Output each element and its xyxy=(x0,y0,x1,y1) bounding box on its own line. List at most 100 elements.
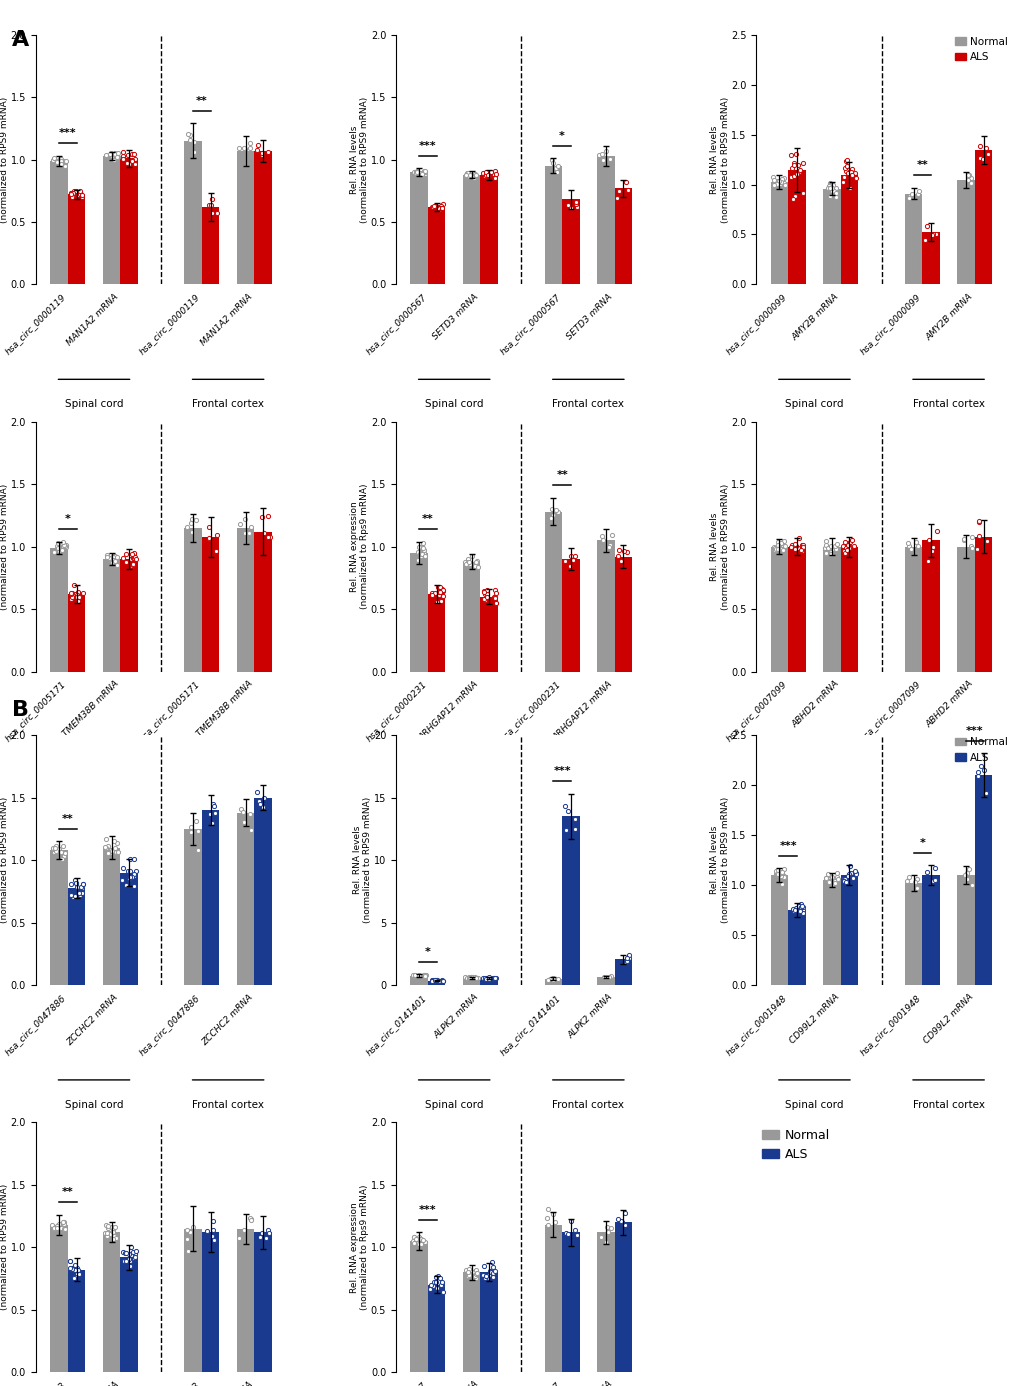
Point xyxy=(480,164,496,186)
Point xyxy=(823,179,840,201)
Point xyxy=(433,195,449,218)
Text: Frontal cortex: Frontal cortex xyxy=(192,1100,264,1110)
Point xyxy=(462,165,478,187)
Point xyxy=(427,969,443,991)
Point xyxy=(478,1265,494,1288)
Point xyxy=(49,1217,65,1239)
Point xyxy=(485,164,501,186)
Point xyxy=(105,1221,121,1243)
Point xyxy=(254,796,270,818)
Point xyxy=(621,947,637,969)
Point xyxy=(469,550,485,572)
Point xyxy=(109,147,125,169)
Point xyxy=(468,552,484,574)
Point xyxy=(415,1229,431,1252)
Point xyxy=(114,147,130,169)
Point xyxy=(567,818,583,840)
Point xyxy=(411,536,427,559)
Point xyxy=(970,525,986,547)
Legend: Normal, ALS: Normal, ALS xyxy=(761,1128,829,1161)
Legend: Normal, ALS: Normal, ALS xyxy=(955,737,1007,762)
Point xyxy=(594,528,610,550)
Point xyxy=(765,169,782,191)
Point xyxy=(65,184,82,207)
Bar xyxy=(236,528,254,672)
Bar xyxy=(67,194,86,284)
Point xyxy=(786,152,802,175)
Text: *: * xyxy=(65,514,70,524)
Point xyxy=(559,800,576,822)
Point xyxy=(413,545,429,567)
Bar xyxy=(822,188,840,284)
Point xyxy=(202,802,218,825)
Point xyxy=(461,165,477,187)
Point xyxy=(835,868,851,890)
Point xyxy=(122,150,139,172)
Point xyxy=(182,129,199,151)
Point xyxy=(795,536,811,559)
Point xyxy=(464,545,480,567)
Point xyxy=(415,963,431,985)
Text: ***: *** xyxy=(779,841,796,851)
Point xyxy=(408,1228,424,1250)
Point xyxy=(98,1214,114,1236)
Point xyxy=(476,1267,492,1289)
Point xyxy=(45,837,61,859)
Point xyxy=(120,868,137,890)
Point xyxy=(847,862,863,884)
Point xyxy=(51,839,67,861)
Point xyxy=(467,164,483,186)
Point xyxy=(775,865,792,887)
Point xyxy=(487,166,503,188)
Point xyxy=(72,183,89,205)
Bar xyxy=(596,1232,614,1372)
Point xyxy=(478,161,494,183)
Point xyxy=(105,547,121,570)
Point xyxy=(485,967,501,990)
Point xyxy=(46,1218,62,1240)
Point xyxy=(236,523,253,545)
Y-axis label: Rel. RNA levels
(normalized to RPS9 mRNA): Rel. RNA levels (normalized to RPS9 mRNA… xyxy=(353,797,372,923)
Point xyxy=(244,819,260,841)
Point xyxy=(840,863,856,886)
Point xyxy=(783,157,799,179)
Point xyxy=(63,588,79,610)
Point xyxy=(619,947,635,969)
Point xyxy=(835,868,851,890)
Bar xyxy=(202,811,219,985)
Point xyxy=(187,510,204,532)
Point xyxy=(46,147,62,169)
Point xyxy=(835,170,851,193)
Point xyxy=(416,965,432,987)
Point xyxy=(916,229,932,251)
Point xyxy=(74,873,91,895)
Point xyxy=(124,553,141,575)
Point xyxy=(773,862,790,884)
Point xyxy=(105,546,121,568)
Point xyxy=(99,1217,115,1239)
Point xyxy=(785,165,801,187)
Point xyxy=(117,1242,133,1264)
Point xyxy=(415,542,431,564)
Point xyxy=(417,1231,433,1253)
Point xyxy=(72,884,89,906)
Point xyxy=(786,154,802,176)
Point xyxy=(775,535,792,557)
Point xyxy=(826,182,843,204)
Bar xyxy=(236,1228,254,1372)
Point xyxy=(791,900,807,922)
Point xyxy=(847,863,863,886)
Point xyxy=(56,534,72,556)
Point xyxy=(467,1264,483,1286)
Point xyxy=(596,966,612,988)
Bar xyxy=(120,559,138,672)
Point xyxy=(462,966,478,988)
Point xyxy=(63,586,79,608)
Point xyxy=(415,539,431,561)
Point xyxy=(107,545,123,567)
Text: Frontal cortex: Frontal cortex xyxy=(552,1100,624,1110)
Point xyxy=(464,966,480,988)
Point xyxy=(62,584,78,606)
Point xyxy=(104,840,120,862)
Bar xyxy=(67,887,86,985)
